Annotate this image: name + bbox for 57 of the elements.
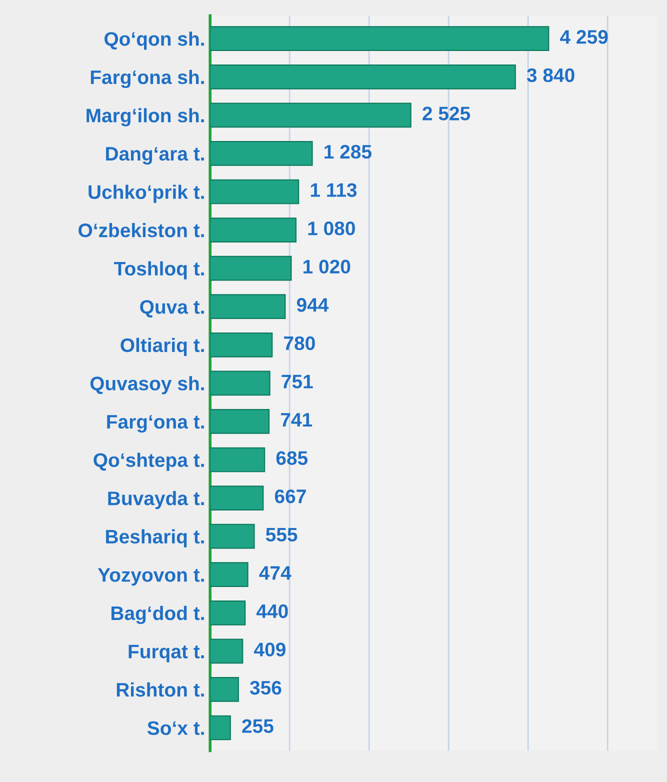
bar <box>210 332 273 358</box>
y-tick-label: Yozyovon t. <box>98 568 204 586</box>
y-tick-label: Toshloq t. <box>114 261 204 280</box>
data-label: 2 525 <box>422 106 470 120</box>
y-tick-label: So‘x t. <box>147 721 204 735</box>
bar <box>210 600 246 626</box>
y-tick-label: Qo‘shtepa t. <box>94 452 204 471</box>
data-label: 944 <box>296 298 329 312</box>
bar <box>210 677 239 702</box>
bar <box>210 218 297 242</box>
bar <box>210 179 300 204</box>
data-label: 440 <box>256 604 288 618</box>
bar <box>210 370 270 396</box>
data-label: 356 <box>250 680 282 695</box>
y-tick-label: Marg‘ilon sh. <box>86 108 204 126</box>
bar <box>210 524 255 549</box>
y-tick-label: Bag‘dod t. <box>112 606 204 624</box>
data-label: 4 259 <box>560 30 608 44</box>
bar <box>210 486 264 510</box>
y-tick-label: Rishton t. <box>116 682 204 697</box>
bar <box>210 409 270 434</box>
data-label: 555 <box>266 528 298 542</box>
y-tick-label: Farg‘ona sh. <box>90 70 204 88</box>
y-tick-label: Farg‘ona t. <box>107 415 204 433</box>
bar <box>210 715 231 740</box>
y-tick-label: Buvayda t. <box>108 490 204 510</box>
data-label: 1 285 <box>324 144 372 159</box>
data-label: 1 080 <box>308 221 355 236</box>
bar <box>210 638 244 664</box>
bar <box>210 64 516 90</box>
y-tick-label: Dang‘ara t. <box>106 147 204 165</box>
y-tick-label: Oltiariq t. <box>120 338 204 356</box>
data-label: 1 020 <box>304 260 350 274</box>
data-label: 3 840 <box>526 68 574 82</box>
y-tick-label: Beshariq t. <box>106 529 204 548</box>
y-tick-label: O‘zbekiston t. <box>78 222 204 238</box>
data-label: 667 <box>274 489 306 504</box>
data-label: 1 113 <box>310 183 357 197</box>
data-label: 255 <box>242 719 274 733</box>
y-tick-label: Qo‘qon sh. <box>104 32 204 50</box>
bar <box>210 141 313 166</box>
data-label: 474 <box>259 566 292 580</box>
bar <box>210 256 292 281</box>
data-label: 685 <box>276 451 308 465</box>
data-label: 751 <box>282 374 313 388</box>
bar <box>210 294 286 320</box>
y-tick-label: Quva t. <box>140 300 204 318</box>
bar <box>210 447 266 472</box>
bar <box>210 102 412 128</box>
data-label: 409 <box>254 642 286 656</box>
y-tick-label: Uchko‘prik t. <box>88 184 204 203</box>
bar <box>210 26 550 52</box>
data-label: 780 <box>284 336 315 350</box>
y-tick-label: Quvasoy sh. <box>90 376 204 394</box>
bar <box>210 562 248 588</box>
y-tick-label: Furqat t. <box>128 644 204 662</box>
data-label: 741 <box>280 413 312 426</box>
